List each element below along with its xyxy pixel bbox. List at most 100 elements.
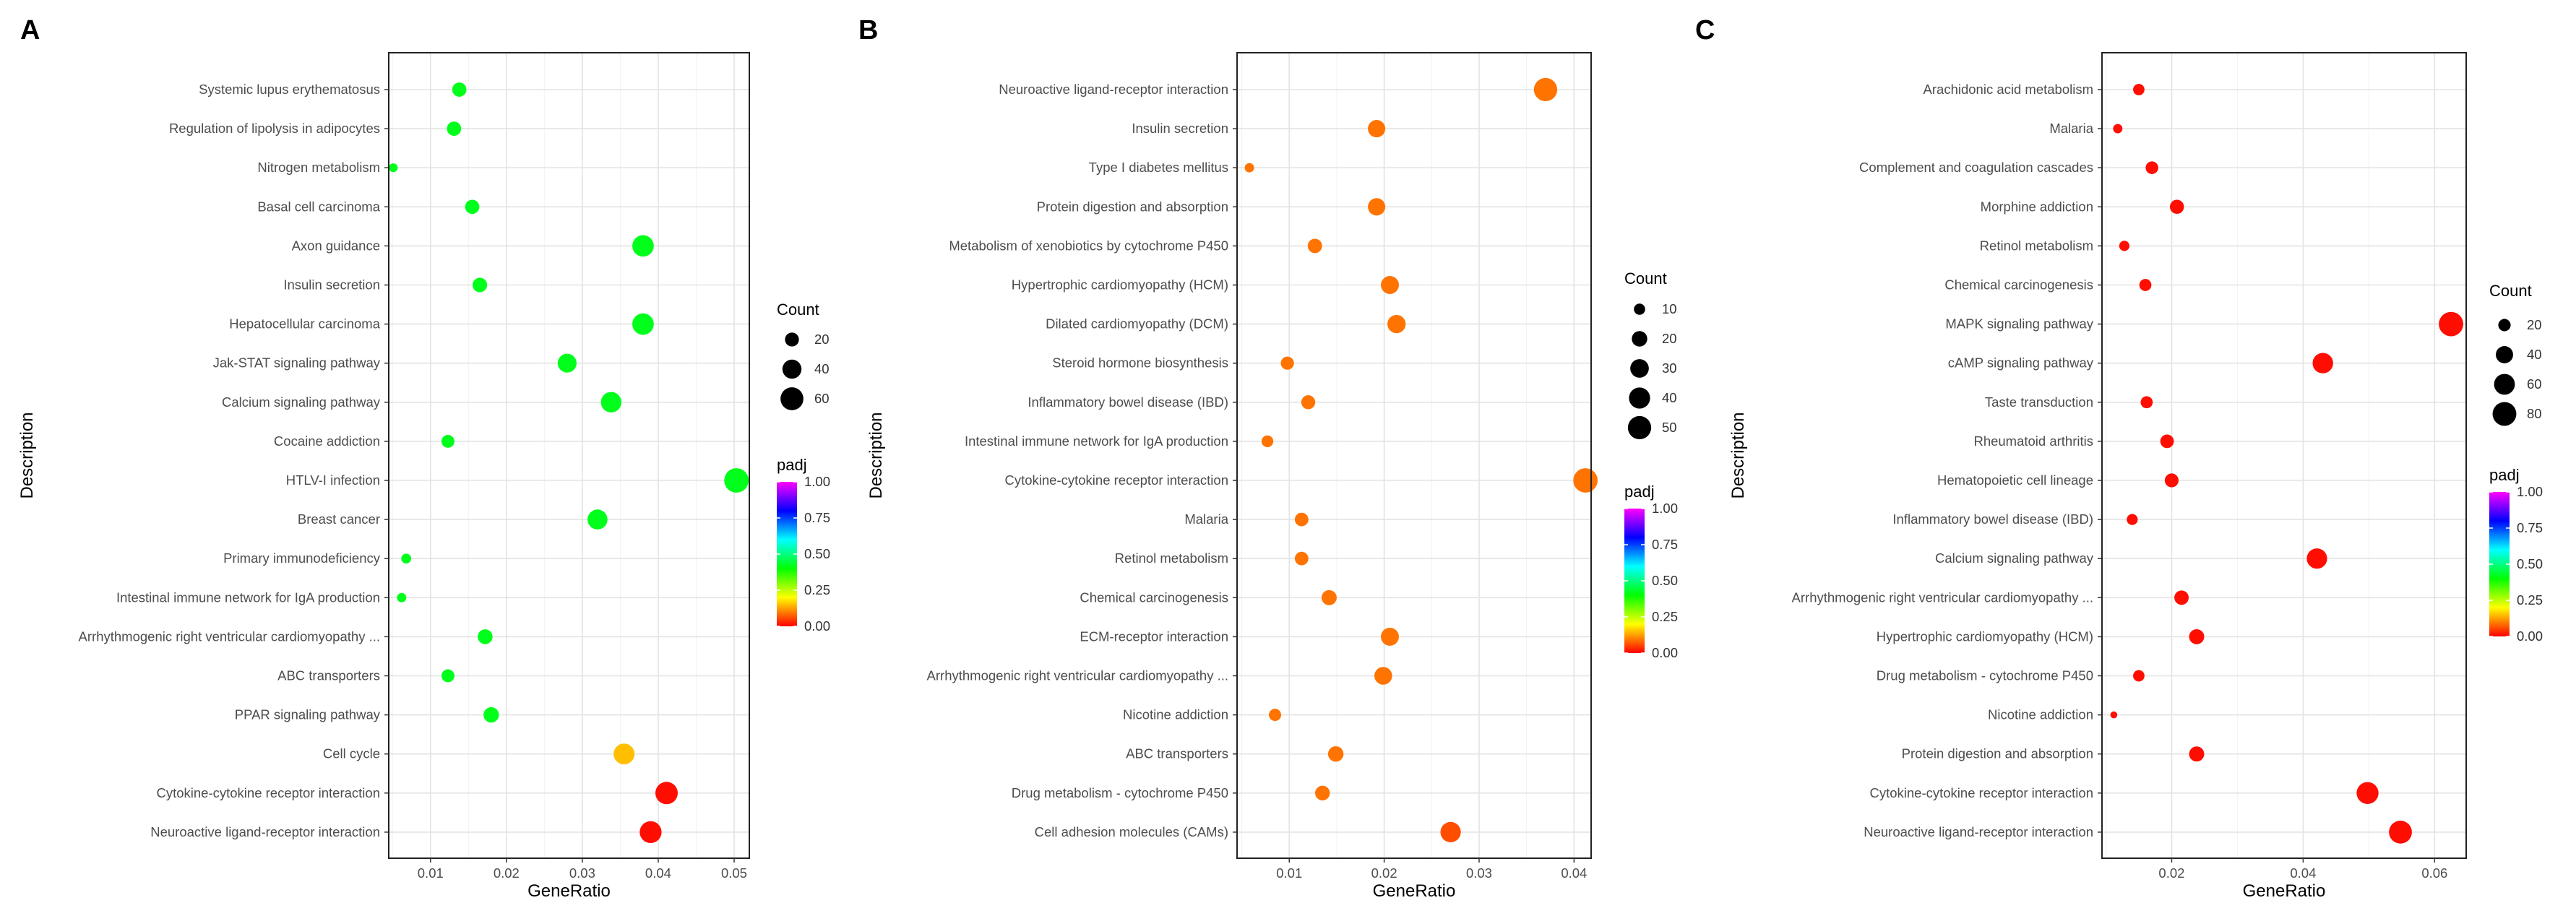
data-point: [478, 629, 493, 644]
panel-label: A: [20, 15, 40, 46]
y-tick-label: Basal cell carcinoma: [257, 199, 380, 214]
x-tick-label: 0.02: [494, 865, 520, 881]
padj-tick-label: 0.50: [2517, 556, 2543, 571]
count-legend-label: 50: [1662, 420, 1677, 435]
data-point: [2145, 161, 2158, 174]
data-point: [2356, 782, 2379, 804]
x-tick-label: 0.04: [645, 865, 671, 881]
y-tick-label: Breast cancer: [298, 511, 380, 527]
count-legend-label: 20: [814, 332, 830, 347]
data-point: [447, 121, 462, 136]
panel-label: B: [858, 15, 878, 46]
count-legend: Count 20 40 60 80: [2489, 282, 2542, 426]
data-point: [1533, 77, 1558, 102]
padj-tick-label: 0.75: [1652, 537, 1678, 552]
plot-border: [388, 52, 750, 859]
y-tick-label: Cytokine-cytokine receptor interaction: [1869, 785, 2093, 800]
padj-tick-label: 0.00: [1652, 645, 1678, 660]
y-tick-label: Chemical carcinogenesis: [1944, 277, 2093, 293]
y-tick-label: PPAR signaling pathway: [235, 707, 381, 722]
y-tick-label: Hypertrophic cardiomyopathy (HCM): [1877, 628, 2093, 644]
y-tick-label: Inflammatory bowel disease (IBD): [1028, 394, 1228, 410]
padj-tick-label: 0.00: [804, 618, 830, 634]
data-point: [2133, 84, 2145, 95]
count-legend: Count 10 20 30 40 50: [1624, 269, 1677, 440]
data-point: [1368, 198, 1386, 216]
data-point: [465, 199, 480, 215]
y-tick-label: Insulin secretion: [283, 277, 380, 293]
data-point: [1269, 709, 1282, 722]
x-tick-label: 0.03: [1466, 865, 1492, 881]
data-point: [639, 821, 662, 844]
count-legend-dot: [1632, 331, 1647, 347]
data-point: [2113, 124, 2123, 134]
data-point: [587, 509, 608, 530]
y-tick-label: Retinol metabolism: [1115, 550, 1228, 566]
count-legend-label: 30: [1662, 360, 1677, 376]
y-tick-label: Hypertrophic cardiomyopathy (HCM): [1012, 277, 1228, 293]
y-tick-label: Chemical carcinogenesis: [1080, 589, 1228, 605]
data-point: [2169, 199, 2184, 215]
y-tick-label: Rheumatoid arthritis: [1973, 433, 2093, 449]
count-legend-dot: [2494, 373, 2515, 395]
panel-b: B Neuroactive ligand-receptor interaction…: [858, 15, 1678, 901]
padj-tick-label: 1.00: [1652, 501, 1678, 516]
y-tick-label: Primary immunodeficiency: [223, 550, 381, 566]
y-tick-label: Cell adhesion molecules (CAMs): [1035, 824, 1228, 839]
y-tick-label: Drug metabolism - cytochrome P450: [1877, 668, 2093, 683]
panel-label: C: [1695, 15, 1715, 46]
x-axis-title: GeneRatio: [527, 881, 611, 901]
data-point: [2164, 473, 2179, 488]
count-legend-label: 80: [2527, 406, 2542, 421]
x-tick-label: 0.02: [2158, 865, 2184, 881]
data-point: [1244, 163, 1254, 173]
data-point: [1440, 821, 1461, 843]
count-legend-dot: [2492, 402, 2517, 426]
padj-tick-label: 0.25: [804, 582, 830, 597]
padj-tick-label: 1.00: [804, 474, 830, 489]
y-tick-label: Metabolism of xenobiotics by cytochrome …: [949, 238, 1228, 253]
x-tick-label: 0.05: [721, 865, 747, 881]
count-legend-dot: [1634, 303, 1645, 315]
data-point: [452, 82, 467, 97]
data-point: [1381, 276, 1399, 294]
y-tick-label: Cytokine-cytokine receptor interaction: [1004, 472, 1228, 488]
count-legend-dot: [1630, 359, 1649, 378]
y-tick-label: Cell cycle: [323, 746, 380, 761]
count-legend-label: 40: [2527, 347, 2542, 362]
y-tick-label: Cocaine addiction: [274, 433, 380, 449]
y-axis-title: Description: [866, 412, 886, 498]
data-point: [2189, 746, 2205, 762]
data-point: [1387, 314, 1406, 334]
x-axis-title: GeneRatio: [2243, 881, 2326, 901]
count-legend-dot: [785, 332, 799, 347]
y-tick-label: Complement and coagulation cascades: [1859, 160, 2093, 175]
data-point: [557, 353, 577, 373]
data-point: [1321, 589, 1337, 605]
data-point: [2119, 241, 2130, 251]
data-point: [1294, 512, 1309, 527]
padj-legend-title: padj: [777, 456, 807, 474]
y-axis-title: Description: [17, 412, 37, 498]
data-point: [2174, 590, 2189, 605]
padj-tick-label: 0.50: [804, 546, 830, 561]
data-point: [2110, 711, 2118, 719]
data-point: [2127, 514, 2138, 525]
data-point: [2306, 548, 2327, 569]
count-legend-label: 60: [2527, 376, 2542, 392]
x-tick-label: 0.04: [1561, 865, 1587, 881]
y-tick-label: Intestinal immune network for IgA produc…: [116, 589, 380, 605]
y-tick-label: ABC transporters: [1126, 746, 1228, 761]
data-point: [483, 707, 499, 723]
y-tick-label: HTLV-I infection: [286, 472, 380, 488]
data-point: [401, 553, 412, 564]
y-tick-label: Arrhythmogenic right ventricular cardiom…: [79, 628, 380, 644]
data-point: [655, 782, 678, 805]
padj-tick-label: 1.00: [2517, 484, 2543, 499]
data-point: [2189, 628, 2205, 644]
count-legend-dot: [2498, 319, 2511, 332]
count-legend-label: 20: [1662, 331, 1677, 346]
data-point: [632, 235, 654, 257]
data-point: [2312, 353, 2333, 373]
